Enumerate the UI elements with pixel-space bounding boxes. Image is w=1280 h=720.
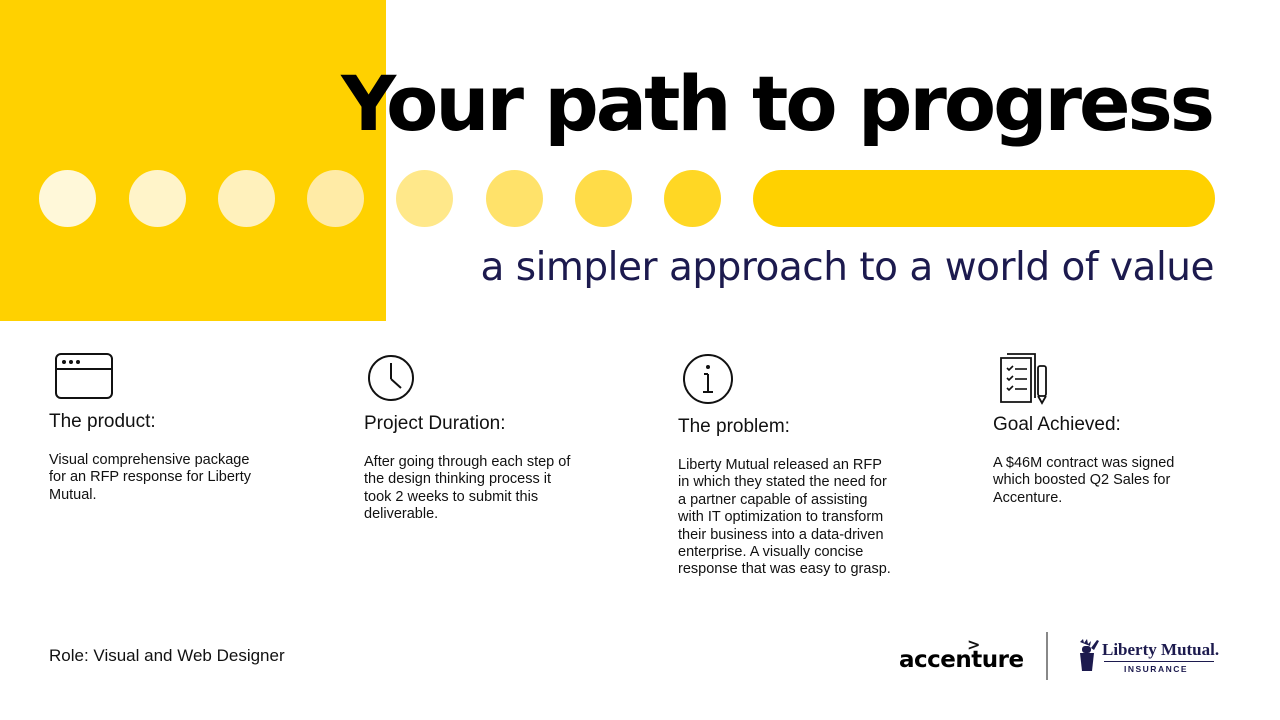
progress-dot-1 bbox=[39, 170, 96, 227]
section-product: The product: Visual comprehensive packag… bbox=[49, 352, 264, 503]
section-body: Visual comprehensive package for an RFP … bbox=[49, 452, 252, 503]
section-heading: The problem: bbox=[678, 416, 790, 437]
section-body: A $46M contract was signed which boosted… bbox=[993, 455, 1175, 506]
logo-divider bbox=[1046, 632, 1048, 680]
clock-icon bbox=[368, 355, 414, 401]
section-heading: Project Duration: bbox=[364, 413, 506, 434]
progress-dot-8 bbox=[664, 170, 721, 227]
accenture-logo: > accenture bbox=[899, 635, 1024, 673]
accenture-wordmark: accenture bbox=[899, 647, 1024, 673]
progress-dot-7 bbox=[575, 170, 632, 227]
progress-dot-2 bbox=[129, 170, 186, 227]
page-title: Your path to progress bbox=[341, 59, 1215, 148]
progress-dot-3 bbox=[218, 170, 275, 227]
yellow-accent-block bbox=[0, 0, 386, 321]
section-goal: Goal Achieved: A $46M contract was signe… bbox=[993, 352, 1208, 506]
section-heading: The product: bbox=[49, 411, 156, 432]
liberty-mutual-logo: Liberty Mutual. INSURANCE bbox=[1074, 638, 1220, 678]
accenture-mark: > bbox=[967, 635, 981, 654]
page-subtitle: a simpler approach to a world of value bbox=[480, 245, 1214, 290]
liberty-insurance-label: INSURANCE bbox=[1124, 664, 1189, 674]
section-problem: The problem: Liberty Mutual released an … bbox=[678, 352, 893, 577]
section-heading: Goal Achieved: bbox=[993, 414, 1121, 435]
section-body: Liberty Mutual released an RFP in which … bbox=[678, 457, 891, 578]
progress-dot-4 bbox=[307, 170, 364, 227]
liberty-mutual-wordmark: Liberty Mutual. bbox=[1102, 640, 1220, 659]
info-icon bbox=[683, 354, 733, 404]
progress-dot-6 bbox=[486, 170, 543, 227]
role-text: Role: Visual and Web Designer bbox=[49, 646, 285, 665]
progress-dot-5 bbox=[396, 170, 453, 227]
statue-of-liberty-icon bbox=[1080, 639, 1099, 671]
liberty-rule bbox=[1104, 661, 1214, 662]
section-body: After going through each step of the des… bbox=[364, 454, 571, 523]
section-duration: Project Duration: After going through ea… bbox=[364, 352, 579, 522]
progress-bar bbox=[753, 170, 1215, 227]
browser-window-icon bbox=[55, 353, 113, 399]
checklist-document-icon bbox=[1000, 353, 1047, 405]
